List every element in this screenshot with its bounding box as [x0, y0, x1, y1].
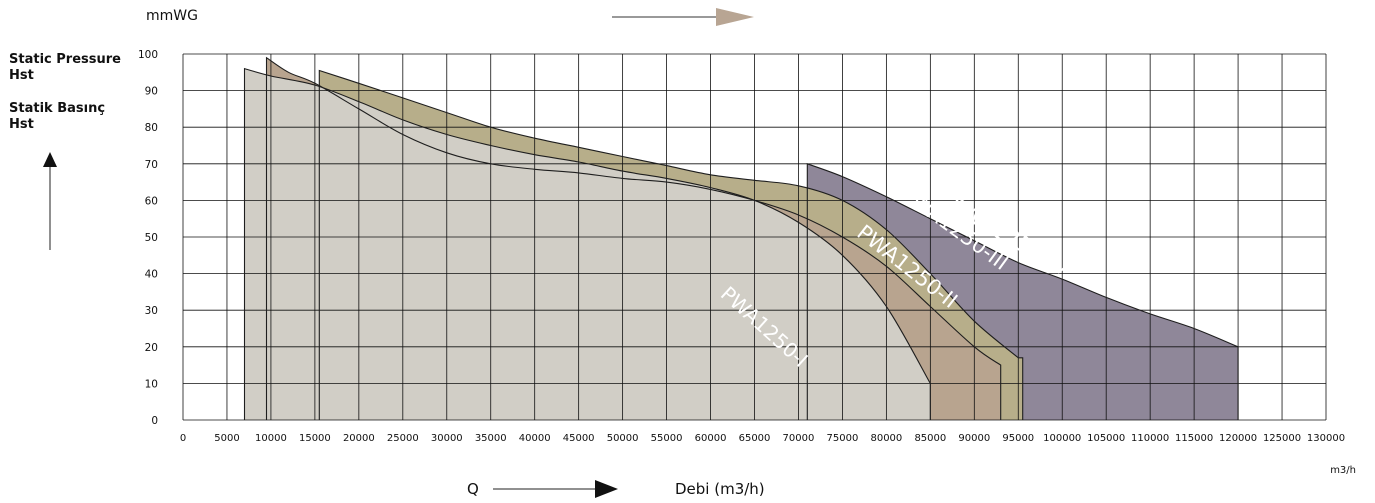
x-axis-title: Debi (m3/h) [675, 480, 765, 498]
x-arrow-head [595, 480, 618, 498]
x-tick-label: 10000 [255, 433, 287, 444]
x-tick-label: 70000 [783, 433, 815, 444]
x-tick-label: 110000 [1131, 433, 1169, 444]
x-tick-label: 80000 [870, 433, 902, 444]
y-tick-label: 30 [145, 305, 158, 317]
x-tick-label: 60000 [695, 433, 727, 444]
x-tick-label: 35000 [475, 433, 507, 444]
q-symbol-label: Q [467, 480, 479, 498]
x-unit-label: m3/h [1330, 465, 1356, 476]
y-tick-label: 80 [145, 122, 158, 134]
y-tick-label: 70 [145, 159, 158, 171]
curve-pwa1250-ii [265, 56, 1002, 420]
x-tick-label: 15000 [299, 433, 331, 444]
x-tick-label: 75000 [827, 433, 859, 444]
y-tick-label: 100 [138, 49, 158, 61]
y-tick-label: 10 [145, 378, 158, 390]
x-tick-label: 125000 [1263, 433, 1301, 444]
y-tick-label: 0 [151, 415, 158, 427]
y-unit-label: mmWG [146, 8, 198, 24]
x-tick-label: 30000 [431, 433, 463, 444]
x-tick-label: 50000 [607, 433, 639, 444]
y-tick-label: 20 [145, 342, 158, 354]
y-axis-title-en-symbol: Hst [9, 68, 34, 83]
x-tick-label: 130000 [1307, 433, 1345, 444]
x-tick-label: 25000 [387, 433, 419, 444]
x-tick-label: 115000 [1175, 433, 1213, 444]
area-pwa1250-i [244, 68, 931, 420]
y-axis-title-tr: Statik Basınç [9, 101, 106, 116]
x-tick-label: 40000 [519, 433, 551, 444]
x-tick-label: 105000 [1087, 433, 1125, 444]
y-arrow-head [43, 152, 57, 167]
curve-pwa1250-iii [318, 69, 1024, 420]
x-tick-label: 95000 [1002, 433, 1034, 444]
y-tick-label: 90 [145, 86, 158, 98]
curve-pwa1250-i [243, 67, 931, 420]
y-tick-label: 60 [145, 195, 158, 207]
x-tick-label: 100000 [1043, 433, 1081, 444]
x-tick-label: 45000 [563, 433, 595, 444]
x-tick-label: 90000 [958, 433, 990, 444]
y-axis-title-en: Static Pressure [9, 52, 121, 67]
x-tick-label: 20000 [343, 433, 375, 444]
y-axis-title-tr-symbol: Hst [9, 117, 34, 132]
x-tick-label: 55000 [651, 433, 683, 444]
x-tick-label: 65000 [739, 433, 771, 444]
curve-pwa1250-iv [806, 163, 1239, 420]
x-tick-label: 85000 [914, 433, 946, 444]
x-tick-label: 0 [180, 433, 186, 444]
x-tick-label: 5000 [214, 433, 239, 444]
y-tick-label: 50 [145, 232, 158, 244]
top-arrow-head [716, 8, 754, 26]
y-tick-label: 40 [145, 269, 158, 281]
x-tick-label: 120000 [1219, 433, 1257, 444]
